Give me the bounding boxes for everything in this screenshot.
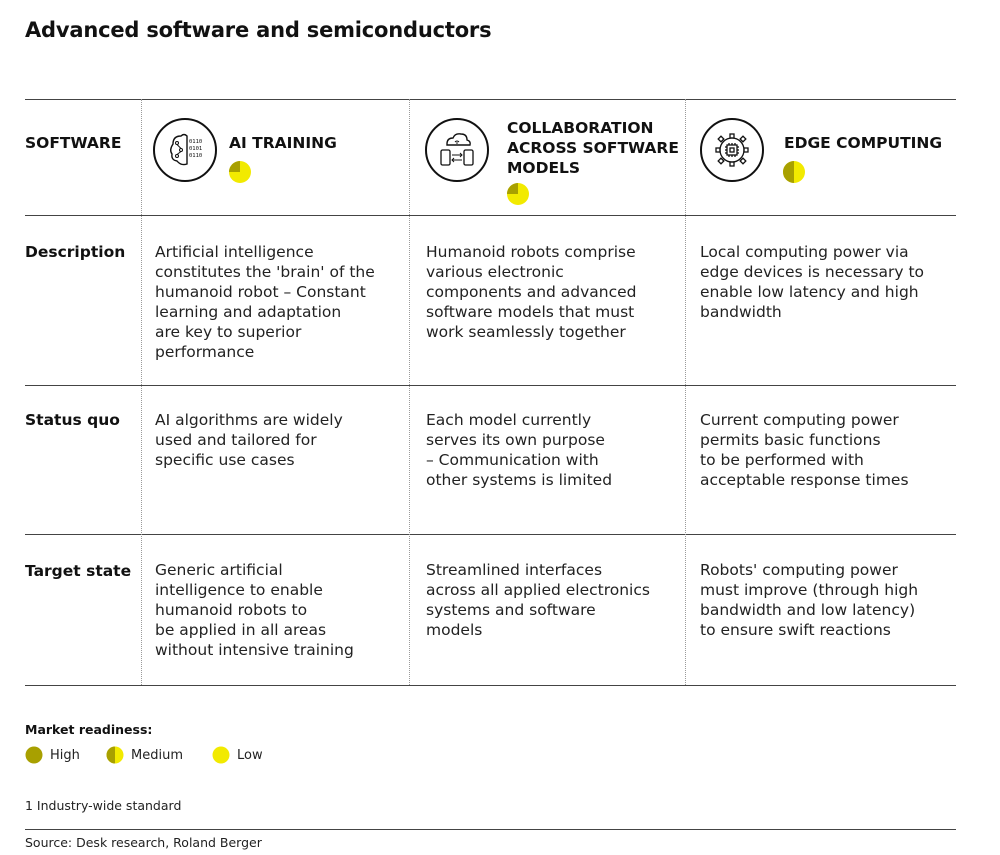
legend-label-low: Low: [237, 747, 263, 763]
legend-label-medium: Medium: [131, 747, 183, 763]
table-rule-header: [25, 215, 956, 216]
readiness-medium-icon: [783, 161, 805, 183]
header-row-label: SOFTWARE: [25, 134, 122, 152]
cell-target-ai-training: Generic artificial intelligence to enabl…: [155, 561, 354, 659]
page-title: Advanced software and semiconductors: [25, 18, 492, 42]
table-rule-description: [25, 385, 956, 386]
cell-status-edge-computing: Current computing power permits basic fu…: [700, 411, 909, 489]
row-label-target-state: Target state: [25, 562, 132, 580]
column-separator: [141, 99, 142, 685]
readiness-low-icon: [212, 746, 230, 764]
svg-text:0101: 0101: [189, 146, 202, 152]
chip-gear-icon: [700, 118, 764, 182]
table-rule-bottom: [25, 685, 956, 686]
legend-item-medium: Medium: [106, 746, 183, 764]
column-title-collaboration: COLLABORATION ACROSS SOFTWARE MODELS: [507, 119, 679, 177]
cloud-devices-icon: [425, 118, 489, 182]
cell-status-collaboration: Each model currently serves its own purp…: [426, 411, 613, 489]
cell-target-edge-computing: Robots' computing power must improve (th…: [700, 561, 919, 639]
column-title-edge-computing: EDGE COMPUTING: [784, 134, 943, 152]
readiness-low-icon: [229, 161, 251, 183]
cell-description-ai-training: Artificial intelligence constitutes the …: [155, 243, 375, 361]
readiness-low-icon: [507, 183, 529, 205]
readiness-high-icon: [25, 746, 43, 764]
svg-text:0110: 0110: [189, 139, 202, 145]
legend-item-low: Low: [212, 746, 263, 764]
column-separator: [409, 99, 410, 685]
row-label-description: Description: [25, 243, 126, 261]
cell-description-collaboration: Humanoid robots comprise various electro…: [426, 243, 637, 341]
source-rule: [25, 829, 956, 830]
column-title-ai-training: AI TRAINING: [229, 134, 337, 152]
footnote: 1 Industry-wide standard: [25, 798, 182, 813]
table-rule-top: [25, 99, 956, 100]
legend-title: Market readiness:: [25, 722, 153, 737]
cell-status-ai-training: AI algorithms are widely used and tailor…: [155, 411, 343, 469]
readiness-medium-icon: [106, 746, 124, 764]
cell-target-collaboration: Streamlined interfaces across all applie…: [426, 561, 650, 639]
cell-description-edge-computing: Local computing power via edge devices i…: [700, 243, 925, 321]
column-separator: [685, 99, 686, 685]
ai-brain-icon: 0110 0101 0110: [153, 118, 217, 182]
legend-item-high: High: [25, 746, 80, 764]
legend-label-high: High: [50, 747, 80, 763]
row-label-status-quo: Status quo: [25, 411, 120, 429]
svg-text:0110: 0110: [189, 153, 202, 159]
source-note: Source: Desk research, Roland Berger: [25, 835, 262, 850]
table-rule-status: [25, 534, 956, 535]
